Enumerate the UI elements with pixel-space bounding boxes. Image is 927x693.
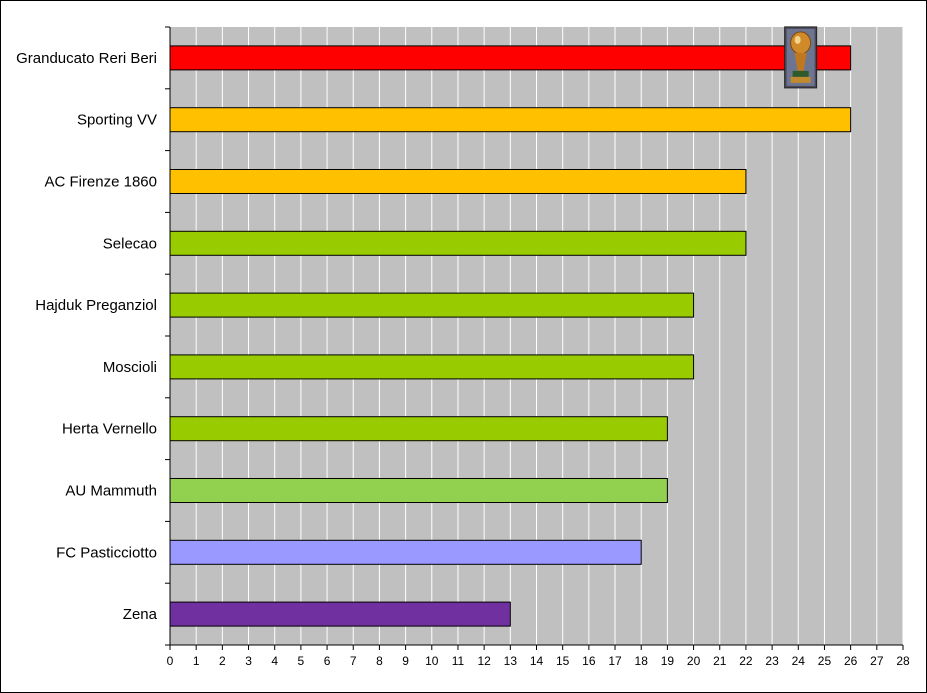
category-label: Herta Vernello <box>62 421 157 438</box>
x-tick-label: 16 <box>582 654 596 668</box>
x-tick-label: 0 <box>167 654 174 668</box>
x-tick-label: 24 <box>792 654 806 668</box>
bar <box>169 230 747 256</box>
x-tick-label: 4 <box>271 654 278 668</box>
x-tick-label: 6 <box>324 654 331 668</box>
bar <box>169 169 747 194</box>
x-tick-label: 18 <box>635 654 649 668</box>
x-tick-label: 15 <box>556 654 570 668</box>
x-tick-label: 3 <box>245 654 252 668</box>
x-tick-label: 12 <box>477 654 491 668</box>
category-label: FC Pasticciotto <box>56 544 157 561</box>
bars <box>169 45 852 627</box>
x-tick-label: 5 <box>298 654 305 668</box>
x-tick-label: 1 <box>193 654 200 668</box>
bar <box>169 292 695 318</box>
x-tick-label: 13 <box>504 654 518 668</box>
category-label: Granducato Reri Beri <box>16 50 157 67</box>
x-tick-label: 7 <box>350 654 357 668</box>
bar <box>169 45 852 71</box>
bar <box>169 539 642 565</box>
x-tick-label: 19 <box>661 654 675 668</box>
category-label: Moscioli <box>103 359 157 376</box>
axes <box>165 26 904 650</box>
x-tick-label: 27 <box>870 654 884 668</box>
category-label: AU Mammuth <box>65 483 157 500</box>
x-tick-label: 14 <box>530 654 544 668</box>
x-tick-label: 22 <box>739 654 753 668</box>
x-tick-label: 10 <box>425 654 439 668</box>
bar <box>169 354 695 380</box>
x-tick-label: 23 <box>765 654 779 668</box>
category-labels: Granducato Reri Beri Sporting VV AC Firenz… <box>16 50 158 623</box>
x-tick-label: 26 <box>844 654 858 668</box>
bar <box>169 107 852 133</box>
x-tick-label: 25 <box>818 654 832 668</box>
x-tick-label: 11 <box>452 654 465 668</box>
category-label: Hajduk Preganziol <box>35 297 157 314</box>
bar <box>169 601 511 627</box>
trophy-icon <box>784 26 818 89</box>
x-tick-label: 20 <box>687 654 701 668</box>
x-tick-label: 21 <box>713 654 727 668</box>
category-label: AC Firenze 1860 <box>44 174 157 191</box>
category-label: Zena <box>123 606 158 623</box>
x-tick-label: 2 <box>219 654 226 668</box>
bar <box>169 416 668 442</box>
x-tick-label: 8 <box>376 654 383 668</box>
category-label: Sporting VV <box>77 112 157 129</box>
x-tick-labels: 0 1 2 3 4 5 6 7 8 9 10 11 12 13 14 15 16 17 18 19 20 21 22 23 24… <box>167 654 910 668</box>
x-tick-label: 28 <box>896 654 910 668</box>
bar <box>169 478 668 503</box>
x-tick-label: 9 <box>402 654 409 668</box>
category-label: Selecao <box>103 235 157 252</box>
x-tick-label: 17 <box>608 654 622 668</box>
